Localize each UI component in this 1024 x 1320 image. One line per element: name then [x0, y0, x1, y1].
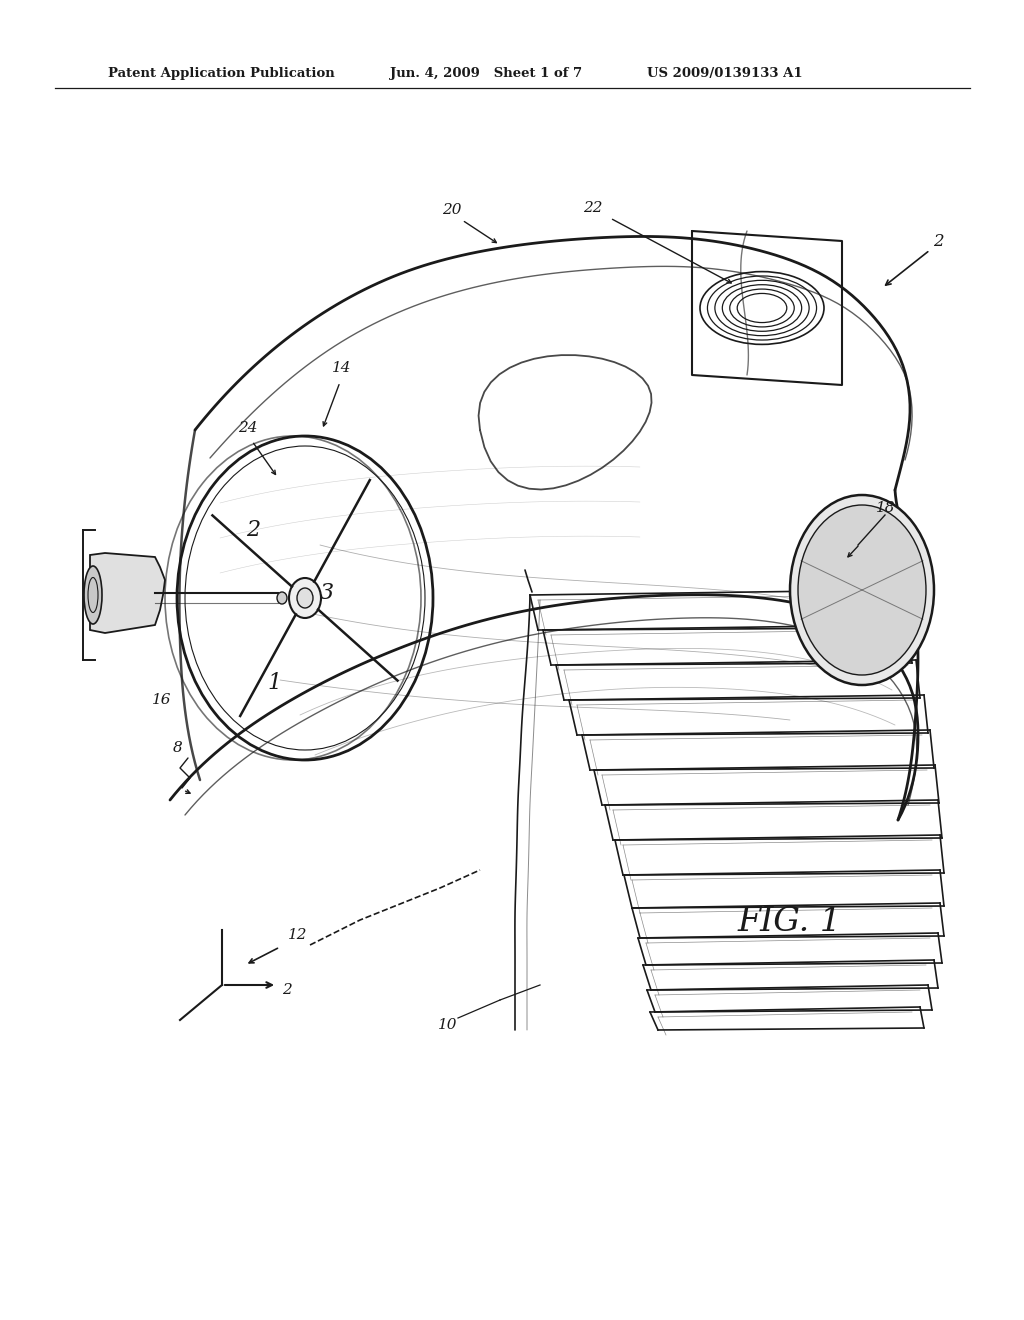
- Ellipse shape: [790, 495, 934, 685]
- Text: 12: 12: [288, 928, 308, 942]
- Text: Jun. 4, 2009   Sheet 1 of 7: Jun. 4, 2009 Sheet 1 of 7: [390, 66, 582, 79]
- Ellipse shape: [297, 587, 313, 609]
- Text: FIG. 1: FIG. 1: [738, 906, 842, 939]
- Text: 18: 18: [876, 502, 895, 515]
- Text: 16: 16: [153, 693, 172, 708]
- Ellipse shape: [84, 566, 102, 624]
- Ellipse shape: [798, 506, 926, 675]
- Text: 14: 14: [332, 360, 352, 375]
- Polygon shape: [90, 553, 165, 634]
- Text: 2: 2: [246, 519, 260, 541]
- Text: 24: 24: [239, 421, 258, 436]
- Text: 2: 2: [933, 234, 943, 251]
- Text: 22: 22: [584, 201, 603, 215]
- Ellipse shape: [278, 591, 287, 605]
- Text: 3: 3: [319, 582, 334, 605]
- Ellipse shape: [289, 578, 321, 618]
- Text: 1: 1: [268, 672, 282, 694]
- Text: 20: 20: [442, 203, 462, 216]
- Text: 2: 2: [283, 983, 292, 997]
- Text: Patent Application Publication: Patent Application Publication: [108, 66, 335, 79]
- Text: 10: 10: [438, 1018, 458, 1032]
- Text: 8: 8: [173, 741, 183, 755]
- Text: US 2009/0139133 A1: US 2009/0139133 A1: [647, 66, 803, 79]
